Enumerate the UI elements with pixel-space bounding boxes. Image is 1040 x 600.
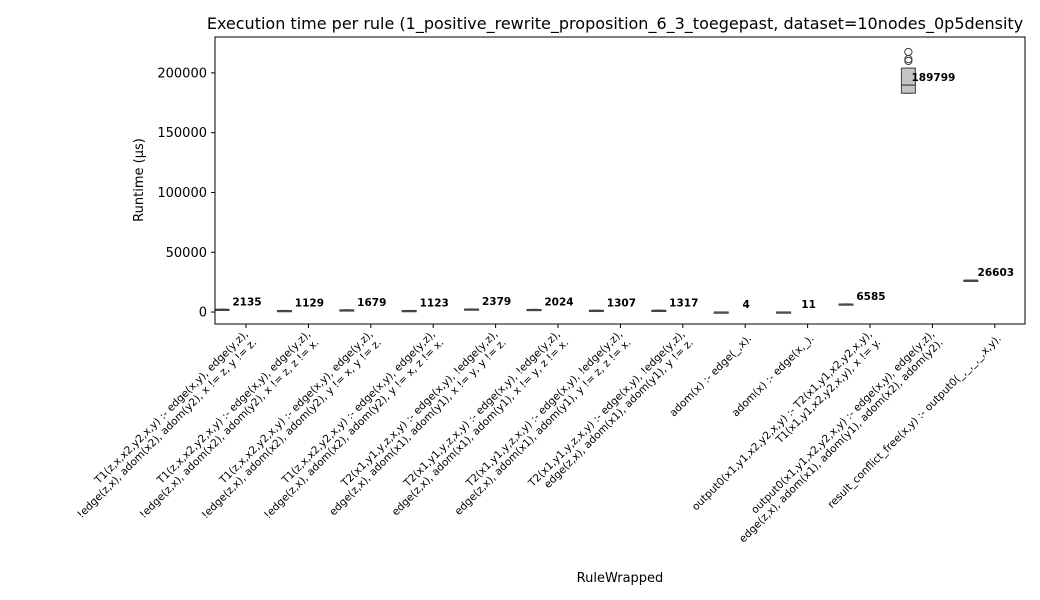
median-label: 26603 bbox=[978, 267, 1015, 279]
median-label: 6585 bbox=[856, 291, 885, 303]
box-group: 189799 bbox=[900, 47, 955, 94]
median-label: 2135 bbox=[232, 296, 261, 308]
box-group: 11 bbox=[776, 299, 816, 314]
median-label: 4 bbox=[743, 299, 750, 311]
median-label: 189799 bbox=[911, 72, 955, 84]
box-group: 1679 bbox=[339, 297, 386, 312]
y-tick-label: 200000 bbox=[157, 66, 207, 81]
box-group: 4 bbox=[713, 299, 750, 314]
chart-title: Execution time per rule (1_positive_rewr… bbox=[207, 14, 1023, 34]
outlier-point bbox=[904, 56, 913, 66]
outlier-point bbox=[904, 55, 913, 64]
box-group: 26603 bbox=[963, 267, 1015, 282]
y-tick-label: 0 bbox=[199, 306, 207, 321]
box bbox=[900, 67, 916, 94]
median-label: 1317 bbox=[669, 297, 698, 309]
y-axis-label: Runtime (µs) bbox=[132, 138, 147, 222]
box-group: 1317 bbox=[651, 297, 698, 313]
box-group: 6585 bbox=[838, 291, 886, 306]
plot-layer: 2135 1129 1679 1123 2379 2024 1307 1317 4 11 6585 1… bbox=[214, 47, 1015, 314]
y-axis: 0 50000 100000 150000 200000 bbox=[157, 66, 215, 321]
box-group: 2135 bbox=[214, 296, 262, 311]
box-group: 2024 bbox=[526, 297, 574, 312]
y-tick-label: 100000 bbox=[157, 186, 207, 201]
median-label: 11 bbox=[801, 299, 816, 311]
y-tick-label: 150000 bbox=[157, 126, 207, 141]
median-label: 2379 bbox=[482, 296, 511, 308]
median-label: 1129 bbox=[295, 298, 324, 310]
box-group: 1129 bbox=[276, 298, 324, 313]
median-label: 1679 bbox=[357, 297, 386, 309]
x-axis-label: RuleWrapped bbox=[577, 571, 664, 586]
y-tick-label: 50000 bbox=[166, 246, 207, 261]
box-group: 2379 bbox=[464, 296, 511, 311]
box-group: 1307 bbox=[588, 297, 636, 313]
median-label: 1123 bbox=[420, 298, 449, 310]
median-label: 2024 bbox=[544, 297, 573, 309]
box-group: 1123 bbox=[401, 298, 449, 313]
median-label: 1307 bbox=[607, 297, 636, 309]
x-axis: T1(z,x,x2,y2,x,y) :- edge(x,y), edge(y,z… bbox=[75, 324, 1004, 545]
outlier-point bbox=[904, 47, 913, 57]
